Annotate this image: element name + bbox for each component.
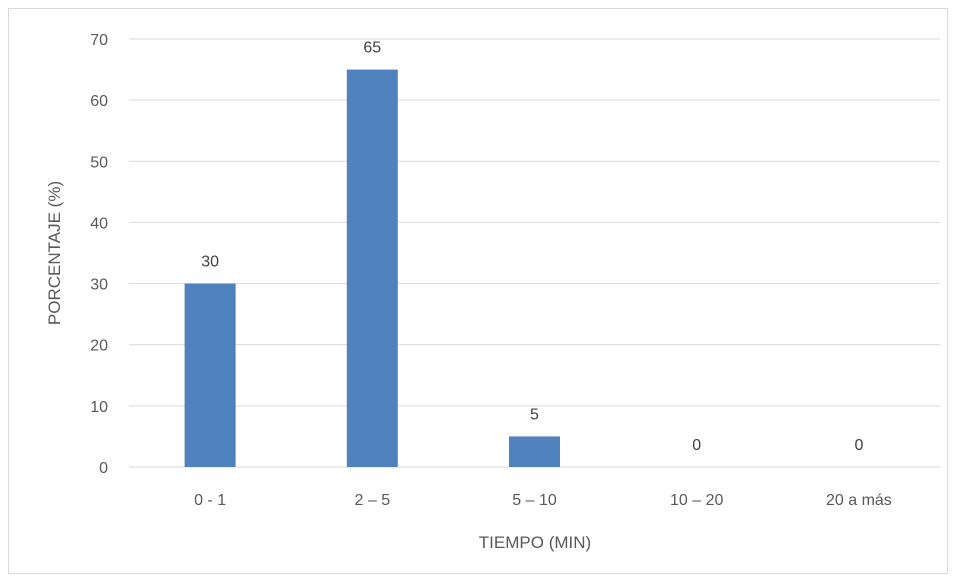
data-labels: 30 65 5 0 0 xyxy=(201,40,863,454)
y-tick-label: 0 xyxy=(99,460,108,477)
y-tick-label: 60 xyxy=(90,93,108,110)
chart-frame xyxy=(8,8,948,574)
y-tick-label: 30 xyxy=(90,277,108,294)
y-axis-ticks: 0 10 20 30 40 50 60 70 xyxy=(90,32,108,477)
y-axis-title: PORCENTAJE (%) xyxy=(45,181,64,325)
data-label: 5 xyxy=(530,406,539,423)
data-label: 0 xyxy=(854,437,863,454)
x-tick-label: 0 - 1 xyxy=(194,492,226,509)
bar xyxy=(184,283,236,467)
gridlines xyxy=(129,38,940,468)
data-label: 30 xyxy=(201,254,219,271)
y-tick-label: 50 xyxy=(90,154,108,171)
y-tick-label: 70 xyxy=(90,32,108,49)
bars xyxy=(184,69,560,468)
y-tick-label: 10 xyxy=(90,399,108,416)
x-tick-label: 10 – 20 xyxy=(670,492,723,509)
bar xyxy=(346,69,398,468)
y-tick-label: 20 xyxy=(90,338,108,355)
bar xyxy=(509,436,560,467)
x-axis-ticks: 0 - 1 2 – 5 5 – 10 10 – 20 20 a más xyxy=(194,492,892,509)
x-tick-label: 5 – 10 xyxy=(512,492,557,509)
y-tick-label: 40 xyxy=(90,215,108,232)
x-tick-label: 20 a más xyxy=(826,492,892,509)
x-tick-label: 2 – 5 xyxy=(355,492,391,509)
data-label: 0 xyxy=(692,437,701,454)
data-label: 65 xyxy=(363,40,381,57)
x-axis-title: TIEMPO (MIN) xyxy=(479,533,591,552)
